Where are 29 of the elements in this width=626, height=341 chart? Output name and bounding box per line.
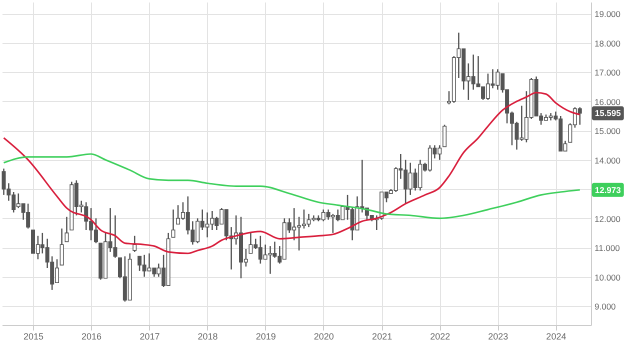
candlestick [442, 124, 447, 148]
candlestick [60, 228, 64, 266]
y-tick-label: 17.000 [594, 68, 621, 78]
line-series [2, 153, 581, 220]
x-tick-label: 2015 [23, 332, 44, 341]
y-tick-label: 10.000 [594, 272, 621, 282]
x-tick-label: 2016 [82, 332, 102, 341]
y-tick-label: 14.000 [594, 155, 621, 166]
y-tick-label: 15.000 [594, 126, 621, 136]
candlestick [171, 208, 176, 238]
x-tick-label: 2018 [198, 332, 218, 341]
candlestick [64, 216, 69, 242]
y-tick-label: 18.000 [594, 38, 621, 48]
x-tick-label: 2017 [140, 332, 160, 341]
y-tick-label: 12.000 [594, 214, 621, 224]
x-tick-label: 2024 [546, 332, 566, 341]
y-tick-label: 9.000 [594, 302, 616, 312]
x-tick-label: 2021 [372, 332, 392, 341]
x-tick-label: 2020 [314, 332, 334, 341]
annotation: 15.595 [594, 108, 622, 118]
y-tick-label: 16.000 [594, 96, 621, 107]
y-tick-label: 19.000 [594, 9, 621, 20]
y-tick-label: 11.000 [594, 243, 620, 254]
line-series [2, 92, 581, 254]
annotation: 12.973 [594, 184, 622, 195]
x-tick-label: 2023 [488, 332, 508, 341]
x-tick-label: 2022 [430, 332, 450, 341]
x-tick-label: 2019 [256, 332, 276, 341]
candlestick [132, 235, 137, 253]
